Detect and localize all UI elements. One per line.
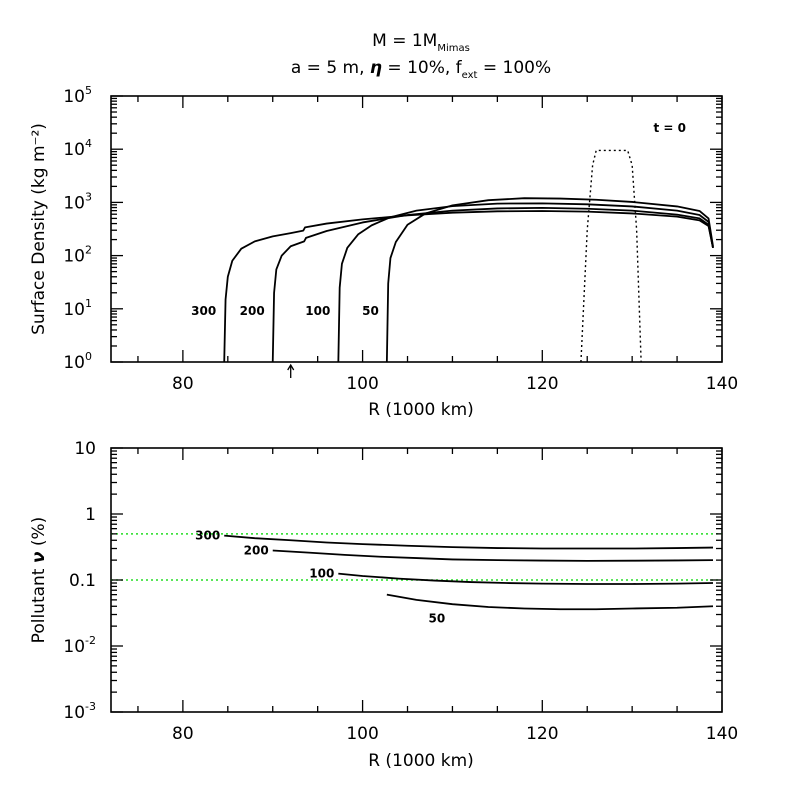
bottom-tick-labels: 80 100 120 140 10 1 0.1 10-2 10-3	[63, 439, 738, 744]
arrow-marker	[287, 363, 295, 378]
arrow-head	[287, 363, 295, 371]
series-label-300: 300	[191, 304, 216, 318]
top-y-tick-label: 105	[63, 84, 92, 107]
top-y-tick-label: 104	[63, 137, 92, 160]
top-panel: 300 200 100 50 80 100 120 140 100 101 102 103 104 10…	[29, 84, 738, 420]
top-y-axis-label: Surface Density (kg m⁻²)	[29, 123, 49, 335]
bottom-x-axis-label: R (1000 km)	[368, 751, 474, 771]
bottom-y-tick-label: 1	[85, 505, 96, 525]
title-line-2: a = 5 m, η = 10%, fext = 100%	[291, 58, 551, 81]
series-line-50	[386, 593, 714, 611]
series-line-100	[338, 572, 714, 585]
series-label-50: 50	[362, 304, 379, 318]
title-line-1: M = 1MMimas	[372, 31, 470, 54]
top-y-tick-label: 100	[63, 350, 92, 373]
bottom-y-tick-label: 10-3	[63, 700, 96, 723]
top-x-axis-label: R (1000 km)	[368, 400, 474, 420]
bottom-x-tick-label: 140	[706, 724, 738, 744]
bottom-x-tick-label: 120	[526, 724, 558, 744]
t0-annotation: t = 0	[654, 121, 687, 135]
top-tick-labels: 80 100 120 140 100 101 102 103 104 105	[63, 84, 738, 394]
bottom-series-group: 300 200 100 50	[195, 529, 714, 626]
series-label-300: 300	[195, 529, 220, 543]
top-x-tick-label: 80	[172, 374, 194, 394]
bottom-x-tick-label: 80	[172, 724, 194, 744]
series-line-300	[223, 210, 714, 363]
series-label-200: 200	[240, 304, 265, 318]
series-line-50	[385, 197, 714, 363]
top-y-tick-label: 101	[63, 297, 92, 320]
series-label-100: 100	[305, 304, 330, 318]
series-label-200: 200	[244, 543, 269, 557]
top-plot-frame	[110, 95, 723, 363]
series-label-100: 100	[309, 567, 334, 581]
top-series-group: 300 200 100 50	[191, 149, 714, 363]
top-x-tick-label: 120	[526, 374, 558, 394]
bottom-ticks	[111, 447, 723, 713]
bottom-y-tick-label: 0.1	[69, 571, 96, 591]
top-x-tick-label: 140	[706, 374, 738, 394]
series-label-50: 50	[428, 612, 445, 626]
top-x-tick-label: 100	[346, 374, 378, 394]
bottom-panel: 300 200 100 50 80 100 120 140 10 1 0.1 10-2 10-3 R …	[29, 439, 738, 771]
bottom-x-tick-label: 100	[346, 724, 378, 744]
series-line-300	[224, 534, 714, 550]
bottom-y-tick-label: 10	[74, 439, 96, 459]
top-y-tick-label: 103	[63, 190, 92, 213]
series-line-200	[271, 206, 714, 363]
bottom-y-tick-label: 10-2	[63, 634, 96, 657]
series-line-200	[272, 549, 714, 562]
top-y-tick-label: 102	[63, 244, 92, 267]
bottom-y-axis-label: Pollutant ν (%)	[29, 517, 49, 644]
top-ticks	[111, 95, 723, 363]
